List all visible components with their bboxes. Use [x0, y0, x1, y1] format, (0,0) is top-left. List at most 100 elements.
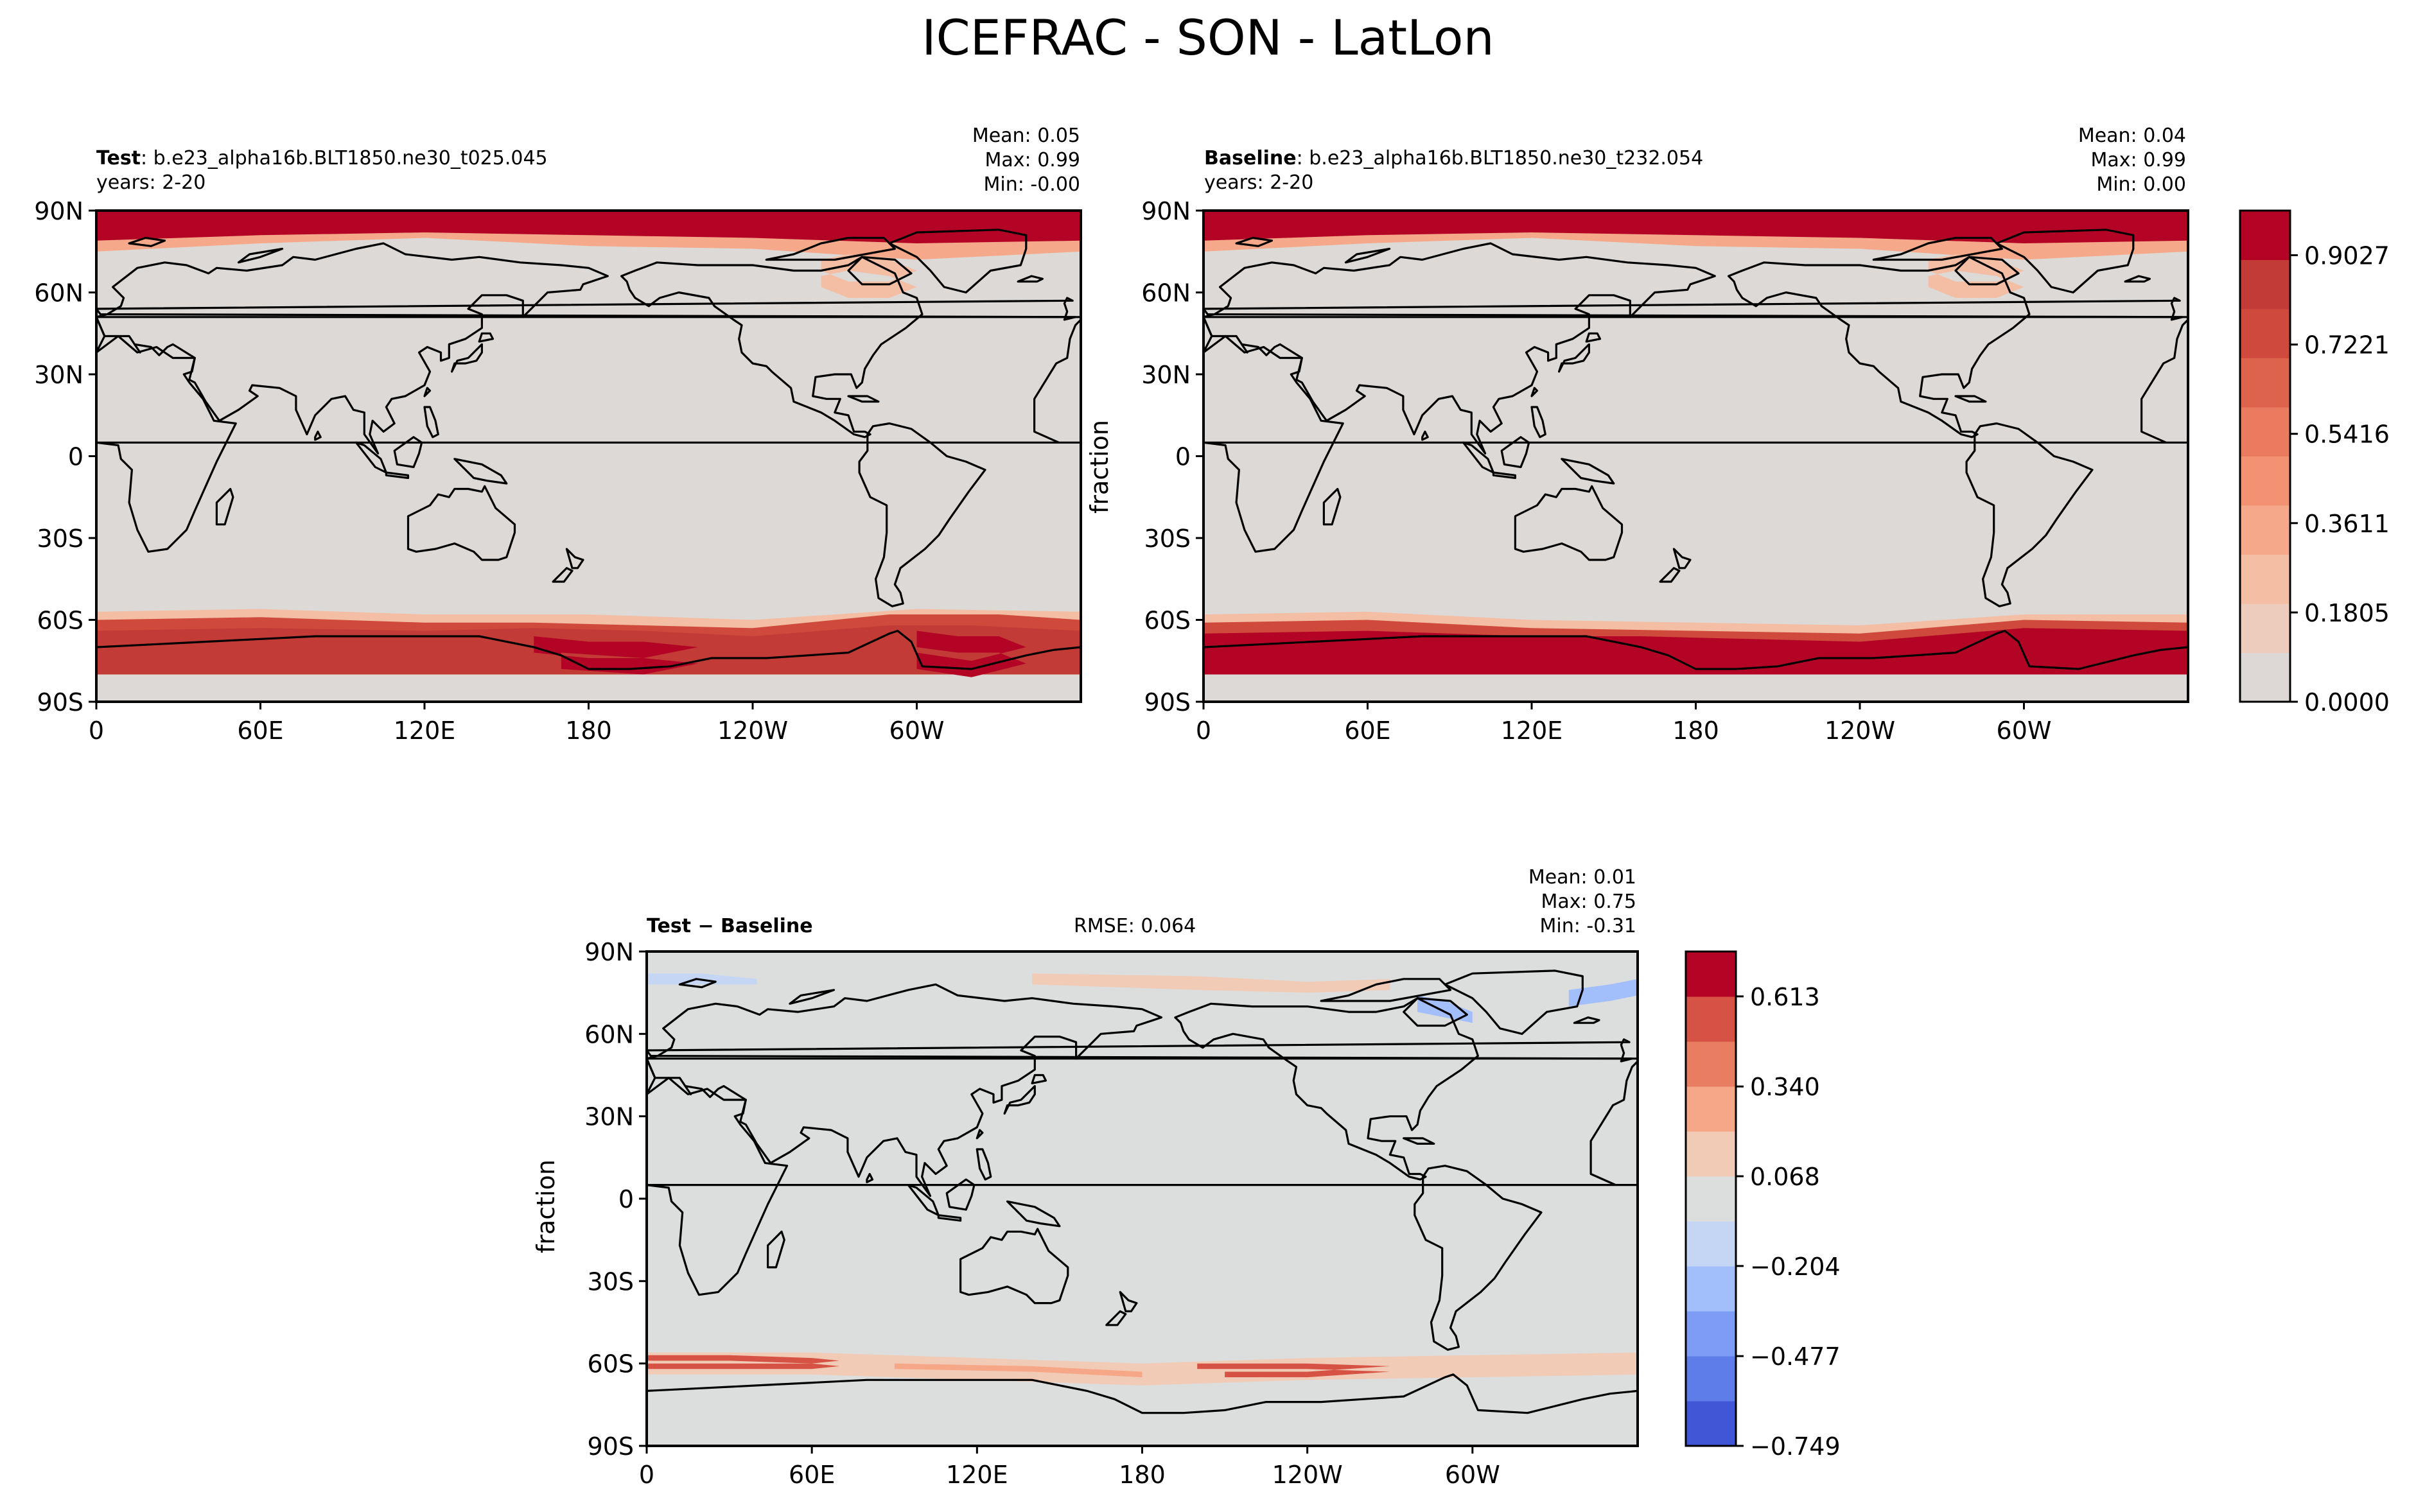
test-coastline	[765, 236, 896, 261]
baseline-coastline	[1659, 567, 1681, 583]
diff-so-strong-e	[1197, 1363, 1390, 1378]
div-colorbar-segment	[1686, 1176, 1736, 1222]
diff-coastline	[945, 1178, 976, 1211]
test-ross-ice	[534, 636, 698, 675]
div-colorbar-segment	[1686, 1131, 1736, 1177]
baseline-xtick-label: 60W	[1997, 717, 2052, 745]
div-colorbar-label: 0.613	[1750, 983, 1820, 1011]
div-colorbar-segment	[1686, 1356, 1736, 1402]
seq-colorbar-segment	[2240, 652, 2290, 702]
baseline-coastline	[1872, 236, 2003, 261]
test-xtick-label: 120W	[717, 717, 788, 745]
baseline-label-case: : b.e23_alpha16b.BLT1850.ne30_t232.054	[1296, 147, 1704, 169]
diff-coastline	[1006, 1200, 1061, 1228]
diff-ytick-label: 30S	[588, 1267, 634, 1296]
baseline-xtick-label: 180	[1672, 717, 1719, 745]
baseline-mean: Mean: 0.04	[2078, 125, 2186, 147]
test-coastline	[451, 343, 483, 373]
diff-stats: Mean: 0.01 Max: 0.75 Min: -0.31	[1528, 865, 1636, 939]
div-colorbar-segment	[1686, 1221, 1736, 1267]
baseline-coastline	[1728, 256, 2031, 439]
test-coastline	[858, 422, 986, 607]
baseline-map: 0 60E 120E 180 120W 60W 90N 60N 30N 0 30S 60S 90S	[1141, 197, 2189, 745]
test-max: Max: 0.99	[985, 149, 1080, 171]
test-map: 0 60E 120E 180 120W 60W 90N 60N 30N 0 30S 60S 90S	[34, 197, 1082, 745]
test-coastline	[96, 297, 1077, 321]
div-colorbar-segment	[1686, 1311, 1736, 1357]
seq-colorbar-label: 0.5416	[2304, 421, 2390, 449]
test-weddell-ice	[916, 630, 1026, 677]
test-coastline	[453, 458, 508, 485]
baseline-coastline	[1204, 297, 2184, 321]
test-coastline	[407, 485, 516, 561]
test-min: Min: -0.00	[983, 173, 1081, 196]
test-coastline	[620, 256, 924, 439]
seq-colorbar-segment	[2240, 407, 2290, 456]
test-ytick-label: 0	[68, 443, 83, 471]
seq-colorbar-label: 0.7221	[2304, 331, 2390, 360]
seq-colorbar-segment	[2240, 358, 2290, 408]
diff-xtick-label: 120E	[946, 1461, 1008, 1489]
diff-coastline	[767, 1230, 785, 1269]
diff-coastline	[1403, 997, 1468, 1027]
test-coastline	[96, 316, 1081, 553]
diff-baffin-neg	[1417, 995, 1473, 1023]
seq-colorbar-segment	[2240, 604, 2290, 653]
diff-xtick-label: 60W	[1445, 1461, 1500, 1489]
test-coastline	[1017, 275, 1044, 283]
test-coastlines	[96, 229, 1081, 702]
test-coastline	[552, 567, 573, 583]
diff-coastlines	[647, 969, 1638, 1446]
diff-label-bold: Test − Baseline	[647, 915, 813, 937]
test-ytick-label: 30S	[37, 525, 83, 553]
baseline-coastline	[1995, 229, 2135, 294]
baseline-coastline	[1965, 422, 2094, 607]
baseline-coastline	[1585, 332, 1602, 343]
diff-xtick-label: 0	[639, 1461, 654, 1489]
test-coastline	[215, 487, 234, 526]
test-coastline	[128, 236, 166, 247]
baseline-coastline	[1514, 485, 1624, 561]
test-coastline	[314, 430, 322, 441]
diff-coastline	[976, 1148, 992, 1181]
baseline-ytick-label: 90N	[1141, 197, 1191, 225]
test-coastline	[847, 395, 880, 403]
baseline-arctic-core	[1204, 211, 2188, 243]
diff-xtick-label: 180	[1119, 1461, 1166, 1489]
test-coastline	[888, 229, 1028, 294]
seq-colorbar-label: 0.9027	[2304, 241, 2390, 270]
div-colorbar: 0.613 0.340 0.068 −0.204 −0.477 −0.749	[1685, 950, 1841, 1461]
baseline-xtick-label: 0	[1196, 717, 1211, 745]
diff-ytick-label: 30N	[584, 1103, 634, 1131]
test-xtick-label: 180	[565, 717, 612, 745]
test-ytick-label: 90S	[37, 688, 83, 717]
diff-arctic-pos	[1032, 973, 1390, 993]
baseline-coastline	[1558, 343, 1590, 373]
diff-coastline	[1003, 1085, 1036, 1115]
test-label-case: : b.e23_alpha16b.BLT1850.ne30_t025.045	[141, 147, 548, 169]
test-xtick-label: 60W	[889, 717, 945, 745]
div-colorbar-label: −0.749	[1750, 1432, 1841, 1461]
seq-colorbar: 0.9027 0.7221 0.5416 0.3611 0.1805 0.0000	[2239, 209, 2390, 717]
div-colorbar-segment	[1686, 1086, 1736, 1132]
diff-coastline	[866, 1172, 874, 1183]
diff-coastline	[959, 1228, 1069, 1305]
diff-coastline	[976, 1129, 984, 1140]
seq-colorbar-frame	[2239, 209, 2291, 703]
seq-colorbar-segment	[2240, 554, 2290, 604]
baseline-coastline	[1530, 387, 1539, 397]
test-coastline	[96, 242, 609, 455]
baseline-coastline	[1500, 436, 1530, 469]
test-coastline	[423, 406, 439, 439]
baseline-coastline	[1204, 316, 2188, 553]
test-mean: Mean: 0.05	[972, 125, 1080, 147]
diff-coastline	[1031, 1073, 1047, 1084]
baseline-ytick-label: 60N	[1141, 279, 1191, 308]
div-colorbar-frame	[1685, 950, 1737, 1447]
baseline-coastline	[1462, 441, 1494, 474]
seq-colorbar-label: 0.0000	[2304, 688, 2390, 717]
diff-coastline	[647, 1373, 1638, 1446]
baseline-stats: Mean: 0.04 Max: 0.99 Min: 0.00	[2078, 124, 2186, 197]
diff-coastline	[1320, 978, 1452, 1002]
diff-coastline	[1119, 1290, 1138, 1312]
